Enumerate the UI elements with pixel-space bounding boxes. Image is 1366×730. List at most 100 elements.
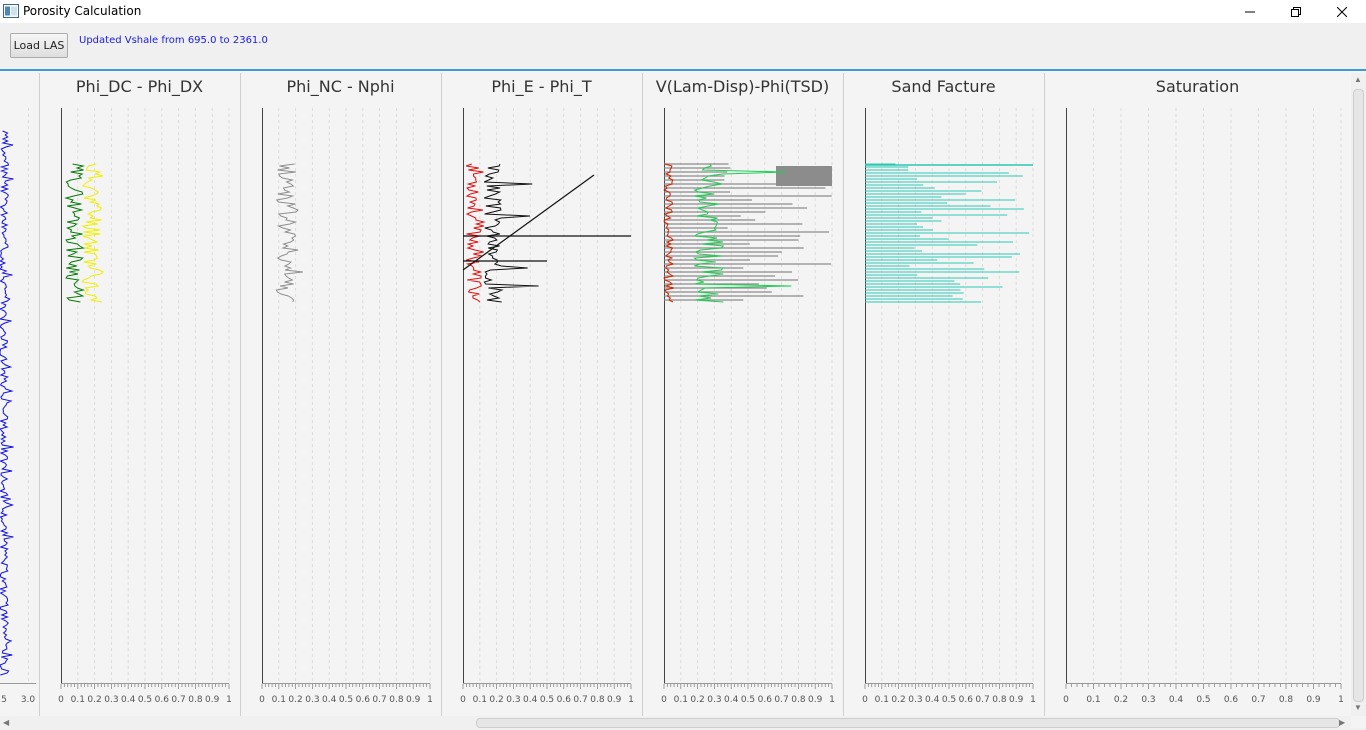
- tick-label: 0.8: [590, 695, 605, 705]
- tick-label: 0.2: [891, 695, 905, 705]
- phi-e-series: [465, 163, 486, 303]
- tick-label: 0.8: [1279, 695, 1294, 705]
- tick-label: 0: [862, 695, 868, 705]
- app-window-icon: [3, 4, 19, 18]
- vertical-scroll-thumb[interactable]: [1353, 89, 1364, 702]
- panel-title: Phi_DC - Phi_DX: [75, 77, 204, 96]
- tick-label: 0.6: [557, 695, 572, 705]
- phi-dx-series: [81, 163, 105, 303]
- tick-label: 0.7: [573, 695, 587, 705]
- panel-title: Phi_NC - Nphi: [286, 77, 395, 96]
- window-title: Porosity Calculation: [23, 4, 142, 18]
- tick-label: 0.5: [741, 695, 755, 705]
- phi-dc-series: [64, 163, 86, 303]
- horizontal-scroll-thumb[interactable]: [476, 718, 1340, 728]
- tick-label: 0.1: [272, 695, 286, 705]
- tick-label: 0.2: [288, 695, 302, 705]
- tick-label: 0.1: [674, 695, 688, 705]
- tick-label: 3.0: [21, 695, 36, 705]
- phi-t-series: [483, 163, 539, 303]
- tick-label: 1: [226, 695, 232, 705]
- vertical-scrollbar[interactable]: ▲ ▼: [1351, 73, 1366, 716]
- panel-divider: [240, 73, 241, 716]
- panel-divider: [39, 73, 40, 716]
- tick-label: 0.3: [104, 695, 118, 705]
- tick-label: 0.6: [1224, 695, 1239, 705]
- close-icon: [1337, 6, 1347, 17]
- restore-button[interactable]: [1273, 0, 1319, 23]
- tick-label: 0.3: [1141, 695, 1155, 705]
- panel-title: Phi_E - Phi_T: [491, 77, 592, 96]
- tick-label: 0.5: [1196, 695, 1210, 705]
- tick-label: 0.4: [1169, 695, 1184, 705]
- tick-label: 0.9: [1009, 695, 1024, 705]
- minimize-icon: [1245, 11, 1255, 12]
- load-las-button[interactable]: Load LAS: [10, 33, 68, 58]
- tick-label: 0: [460, 695, 466, 705]
- tick-label: 0.8: [389, 695, 404, 705]
- panel-title: Saturation: [1155, 77, 1240, 96]
- v-lam-series: [663, 163, 675, 303]
- tick-label: 0.8: [992, 695, 1007, 705]
- scroll-left-icon[interactable]: ◀: [3, 718, 10, 727]
- scroll-down-icon[interactable]: ▼: [1354, 703, 1362, 712]
- tick-label: 0.1: [1086, 695, 1100, 705]
- tick-label: 1: [628, 695, 634, 705]
- tick-label: 0: [1063, 695, 1069, 705]
- tick-label: 0.7: [1251, 695, 1265, 705]
- scroll-up-icon[interactable]: ▲: [1354, 75, 1362, 84]
- tick-label: 0.6: [959, 695, 974, 705]
- close-button[interactable]: [1319, 0, 1365, 23]
- tick-label: 0.8: [188, 695, 203, 705]
- tick-label: 0.9: [406, 695, 421, 705]
- tick-label: 0.4: [523, 695, 538, 705]
- tick-label: 0.5: [540, 695, 554, 705]
- phi-tsd-block: [776, 166, 832, 186]
- tick-label: 0.7: [975, 695, 989, 705]
- tick-label: 0.3: [707, 695, 721, 705]
- tick-label: 1: [1030, 695, 1036, 705]
- track-viewport: Phi_DC - Phi_DX Phi_NC - Nphi Phi_E - Phi_…: [0, 69, 1366, 730]
- tick-label: 0.5: [942, 695, 956, 705]
- tick-label: 1: [427, 695, 433, 705]
- tick-label: 0.8: [791, 695, 806, 705]
- tick-label: 0: [259, 695, 265, 705]
- nphi-series: [275, 163, 303, 303]
- v-disp-series: [693, 163, 792, 303]
- tick-label: 0.9: [205, 695, 220, 705]
- tick-label: 0.6: [758, 695, 773, 705]
- tick-label: 0.1: [875, 695, 889, 705]
- tick-label: 1: [829, 695, 835, 705]
- panel-divider: [441, 73, 442, 716]
- tick-label: 0.6: [155, 695, 170, 705]
- tick-label: 0: [58, 695, 64, 705]
- tick-label: 0.5: [339, 695, 353, 705]
- tick-label: 0.2: [489, 695, 503, 705]
- tick-label: 0.9: [607, 695, 622, 705]
- tick-label: 0.5: [138, 695, 152, 705]
- tick-label: 1: [1338, 695, 1344, 705]
- tick-label: 0.7: [171, 695, 185, 705]
- phi-t-spike: [462, 174, 595, 271]
- scroll-right-icon[interactable]: ▶: [1339, 718, 1346, 727]
- tick-label: 0.2: [87, 695, 101, 705]
- tick-label: 0.4: [925, 695, 940, 705]
- restore-icon: [1291, 6, 1301, 17]
- tick-label: 0.6: [356, 695, 371, 705]
- tick-label: 0.7: [774, 695, 788, 705]
- tick-label: 0.9: [1306, 695, 1321, 705]
- tick-label: 0.2: [690, 695, 704, 705]
- panel-divider: [642, 73, 643, 716]
- tick-label: 5: [1, 695, 7, 705]
- panel-title: Sand Facture: [891, 77, 996, 96]
- tick-label: 0.3: [506, 695, 520, 705]
- tick-label: 0.4: [322, 695, 337, 705]
- panel-title: V(Lam-Disp)-Phi(TSD): [655, 77, 830, 96]
- panel-divider: [843, 73, 844, 716]
- minimize-button[interactable]: [1227, 0, 1273, 23]
- tick-label: 0.7: [372, 695, 386, 705]
- tick-label: 0.4: [724, 695, 739, 705]
- title-bar: Porosity Calculation: [0, 0, 1366, 23]
- tick-label: 0.2: [1114, 695, 1128, 705]
- tick-label: 0: [661, 695, 667, 705]
